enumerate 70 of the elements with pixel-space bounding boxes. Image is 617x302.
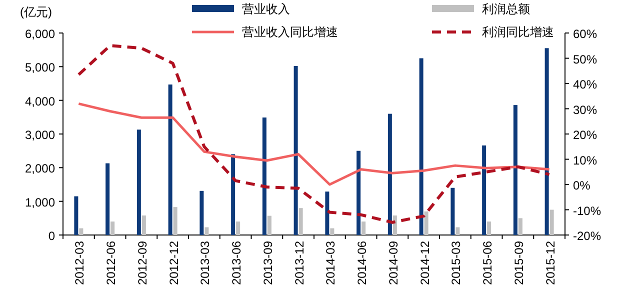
bar bbox=[262, 118, 266, 235]
x-tick-label: 2012-03 bbox=[72, 240, 87, 286]
legend-label: 营业收入 bbox=[242, 2, 290, 16]
y2-tick-label: 0% bbox=[573, 178, 591, 192]
x-tick-label: 2012-09 bbox=[135, 240, 150, 286]
bar bbox=[482, 145, 486, 235]
bar bbox=[173, 207, 178, 235]
bar bbox=[362, 222, 366, 235]
bar bbox=[356, 150, 361, 235]
bar bbox=[236, 222, 240, 235]
x-tick-label: 2014-03 bbox=[324, 240, 338, 286]
bar bbox=[513, 105, 518, 235]
x-tick-label: 2015-09 bbox=[512, 240, 526, 286]
x-tick-label: 2013-12 bbox=[292, 240, 306, 286]
y-tick-label: 1,000 bbox=[24, 195, 56, 210]
bar bbox=[419, 58, 424, 235]
x-tick-label: 2012-12 bbox=[166, 240, 181, 286]
bar bbox=[231, 154, 236, 235]
y2-tick-label: -20% bbox=[573, 229, 602, 243]
x-tick-label: 2014-12 bbox=[418, 240, 432, 286]
y-tick-label: 6,000 bbox=[24, 27, 56, 41]
y-tick-label: 2,000 bbox=[24, 162, 56, 176]
x-tick-label: 2014-09 bbox=[386, 240, 400, 286]
bar bbox=[487, 222, 492, 235]
legend-label: 利润同比增速 bbox=[482, 25, 554, 39]
bar bbox=[388, 114, 392, 235]
legend-label: 利润总额 bbox=[482, 2, 530, 16]
bar bbox=[544, 48, 549, 235]
bar bbox=[74, 196, 78, 235]
x-tick-label: 2015-12 bbox=[543, 240, 558, 286]
bar bbox=[330, 228, 334, 235]
legend-label: 营业收入同比增速 bbox=[242, 25, 338, 39]
line-series bbox=[77, 102, 551, 186]
x-tick-label: 2012-06 bbox=[104, 240, 118, 286]
bar bbox=[200, 190, 204, 235]
y2-tick-label: 20% bbox=[573, 128, 598, 142]
bar bbox=[298, 208, 303, 235]
bar bbox=[136, 130, 141, 235]
bar bbox=[518, 218, 522, 235]
y2-tick-label: 40% bbox=[573, 78, 598, 92]
y2-tick-label: 50% bbox=[573, 52, 598, 66]
x-tick-label: 2015-03 bbox=[449, 240, 464, 286]
bar bbox=[294, 66, 298, 235]
bar bbox=[204, 227, 209, 235]
bar bbox=[106, 163, 110, 235]
y2-tick-label: -10% bbox=[573, 204, 602, 218]
x-tick-label: 2014-06 bbox=[355, 240, 370, 286]
bar bbox=[392, 215, 397, 235]
bar bbox=[79, 228, 84, 235]
x-tick-label: 2013-06 bbox=[230, 240, 244, 286]
bar bbox=[550, 210, 554, 235]
y-axis-title: (亿元) bbox=[20, 5, 52, 19]
bar bbox=[424, 211, 428, 235]
bar bbox=[168, 84, 172, 235]
y-tick-label: 3,000 bbox=[24, 128, 56, 142]
bar bbox=[267, 216, 272, 235]
x-tick-label: 2013-03 bbox=[198, 240, 212, 286]
y-tick-label: 5,000 bbox=[24, 60, 56, 75]
bar bbox=[110, 222, 115, 235]
y2-tick-label: 60% bbox=[573, 27, 598, 41]
y-tick-label: 0 bbox=[48, 229, 56, 243]
bar bbox=[325, 192, 330, 235]
x-tick-label: 2015-06 bbox=[480, 240, 495, 286]
y2-tick-label: 10% bbox=[573, 153, 598, 168]
bar bbox=[456, 227, 460, 235]
x-tick-label: 2013-09 bbox=[260, 240, 275, 286]
y2-tick-label: 30% bbox=[573, 102, 598, 117]
bar bbox=[142, 215, 146, 235]
y-tick-label: 4,000 bbox=[24, 94, 56, 108]
bar bbox=[450, 188, 455, 235]
